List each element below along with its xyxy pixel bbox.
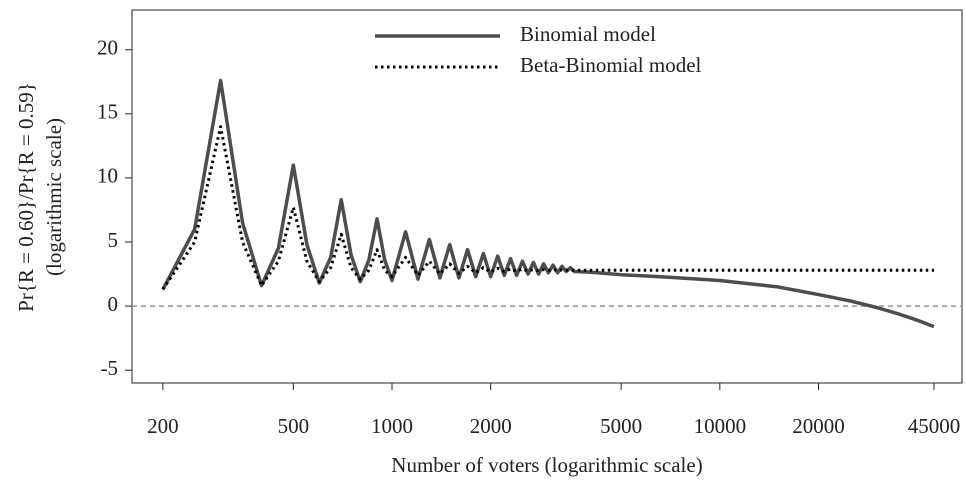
legend-label: Beta-Binomial model: [520, 53, 702, 77]
series-line: [161, 78, 935, 329]
y-tick-label: 5: [108, 228, 119, 252]
x-axis-label: Number of voters (logarithmic scale): [391, 453, 702, 477]
x-tick-label: 5000: [600, 414, 642, 438]
legend-label: Binomial model: [520, 22, 656, 46]
x-tick-label: 500: [278, 414, 310, 438]
y-tick-label: 10: [97, 164, 118, 188]
y-tick-label: -5: [101, 356, 119, 380]
x-tick-label: 200: [147, 414, 179, 438]
x-tick-label: 10000: [694, 414, 747, 438]
y-axis-label: (logarithmic scale): [42, 118, 66, 276]
x-tick-label: 45000: [908, 414, 961, 438]
plot-frame: [131, 9, 963, 384]
y-tick-label: 0: [108, 292, 119, 316]
y-axis-label: Pr{R = 0.60}/Pr{R = 0.59}: [14, 82, 38, 312]
y-tick-label: 15: [97, 100, 118, 124]
x-tick-label: 1000: [371, 414, 413, 438]
y-tick-label: 20: [97, 36, 118, 60]
x-tick-label: 20000: [792, 414, 845, 438]
series-line: [161, 125, 934, 291]
x-tick-label: 2000: [470, 414, 512, 438]
